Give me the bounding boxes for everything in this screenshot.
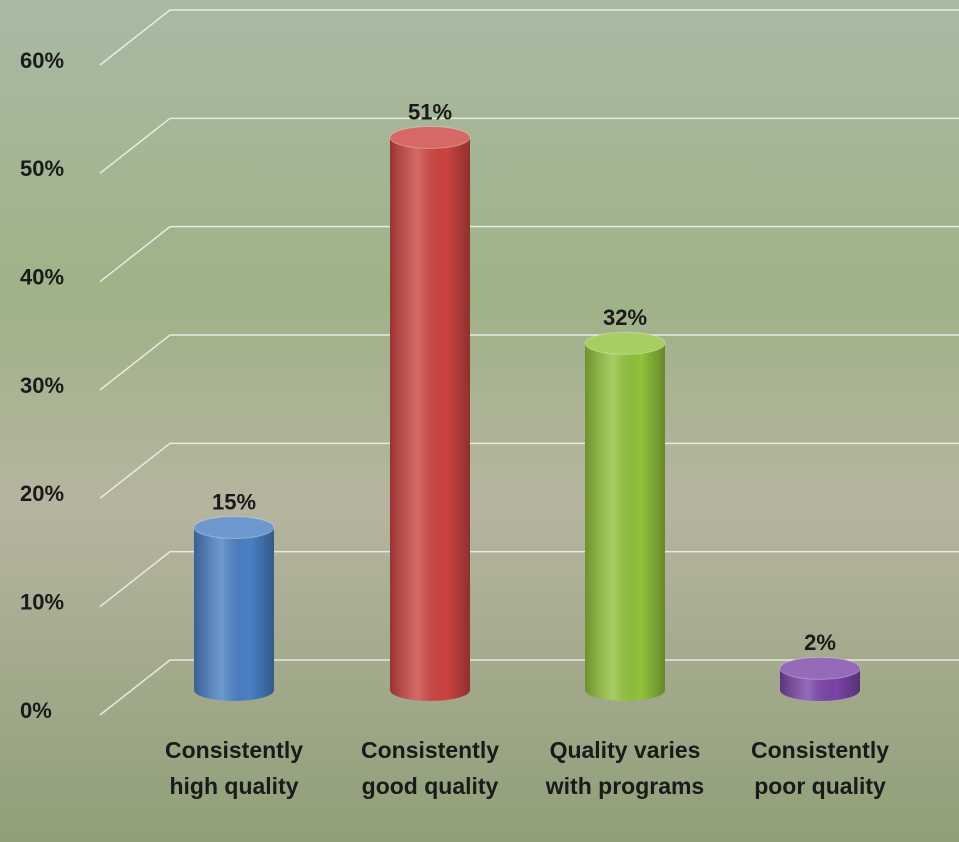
grid-line bbox=[99, 659, 959, 716]
grid-line bbox=[99, 225, 959, 283]
x-tick-label: Consistently good quality bbox=[360, 737, 500, 799]
value-label: 32% bbox=[603, 305, 647, 330]
bar-top bbox=[193, 516, 275, 539]
bar-top bbox=[584, 331, 666, 355]
bar-top bbox=[389, 126, 471, 149]
bar-shading bbox=[390, 137, 470, 701]
bar-top-highlight bbox=[780, 657, 860, 680]
bar-top-highlight bbox=[585, 332, 665, 355]
grid-line bbox=[99, 550, 959, 608]
value-label: 51% bbox=[408, 99, 452, 124]
bar-shading bbox=[585, 343, 665, 701]
y-tick-label: 0% bbox=[20, 698, 52, 723]
y-tick-label: 30% bbox=[20, 373, 64, 398]
y-tick-label: 60% bbox=[20, 48, 64, 73]
grid-line bbox=[99, 442, 959, 499]
x-tick-label: Consistently high quality bbox=[164, 737, 304, 799]
bar-top-highlight bbox=[390, 126, 470, 149]
grid-line bbox=[99, 9, 959, 66]
y-tick-label: 40% bbox=[20, 264, 64, 289]
y-tick-label: 10% bbox=[20, 589, 64, 614]
value-label: 2% bbox=[804, 630, 836, 655]
x-tick-label: Consistently poor quality bbox=[750, 737, 890, 799]
value-label: 15% bbox=[212, 489, 256, 514]
grid-line bbox=[99, 334, 959, 391]
bar-top bbox=[779, 656, 861, 680]
y-tick-label: 20% bbox=[20, 481, 64, 506]
x-tick-label: Quality varies with programs bbox=[545, 737, 705, 799]
bar-shading bbox=[194, 527, 274, 701]
grid-line bbox=[99, 117, 959, 174]
bar-top-highlight bbox=[194, 516, 274, 539]
y-tick-label: 50% bbox=[20, 156, 64, 181]
